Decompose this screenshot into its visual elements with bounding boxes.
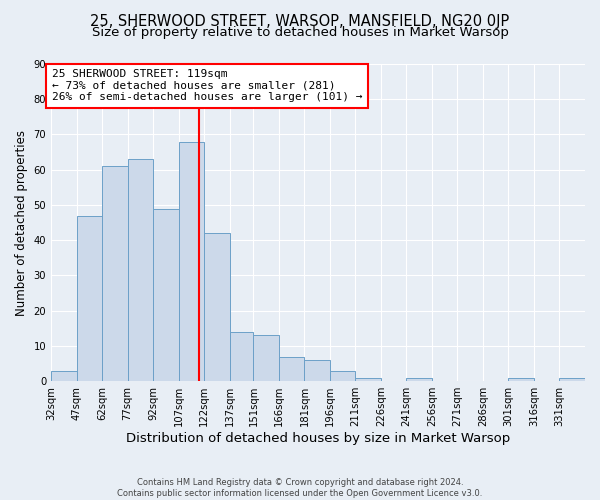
Bar xyxy=(102,166,128,381)
Text: Size of property relative to detached houses in Market Warsop: Size of property relative to detached ho… xyxy=(92,26,508,39)
Bar xyxy=(230,332,253,381)
Bar xyxy=(77,216,102,381)
Y-axis label: Number of detached properties: Number of detached properties xyxy=(15,130,28,316)
Bar xyxy=(355,378,381,381)
Text: Contains HM Land Registry data © Crown copyright and database right 2024.
Contai: Contains HM Land Registry data © Crown c… xyxy=(118,478,482,498)
X-axis label: Distribution of detached houses by size in Market Warsop: Distribution of detached houses by size … xyxy=(126,432,510,445)
Bar xyxy=(330,370,355,381)
Bar xyxy=(508,378,534,381)
Bar xyxy=(406,378,432,381)
Bar xyxy=(128,159,153,381)
Bar xyxy=(279,356,304,381)
Bar xyxy=(179,142,204,381)
Bar xyxy=(304,360,330,381)
Bar xyxy=(253,336,279,381)
Text: 25, SHERWOOD STREET, WARSOP, MANSFIELD, NG20 0JP: 25, SHERWOOD STREET, WARSOP, MANSFIELD, … xyxy=(91,14,509,29)
Bar xyxy=(559,378,585,381)
Bar xyxy=(51,370,77,381)
Bar xyxy=(153,208,179,381)
Text: 25 SHERWOOD STREET: 119sqm
← 73% of detached houses are smaller (281)
26% of sem: 25 SHERWOOD STREET: 119sqm ← 73% of deta… xyxy=(52,70,362,102)
Bar xyxy=(204,233,230,381)
